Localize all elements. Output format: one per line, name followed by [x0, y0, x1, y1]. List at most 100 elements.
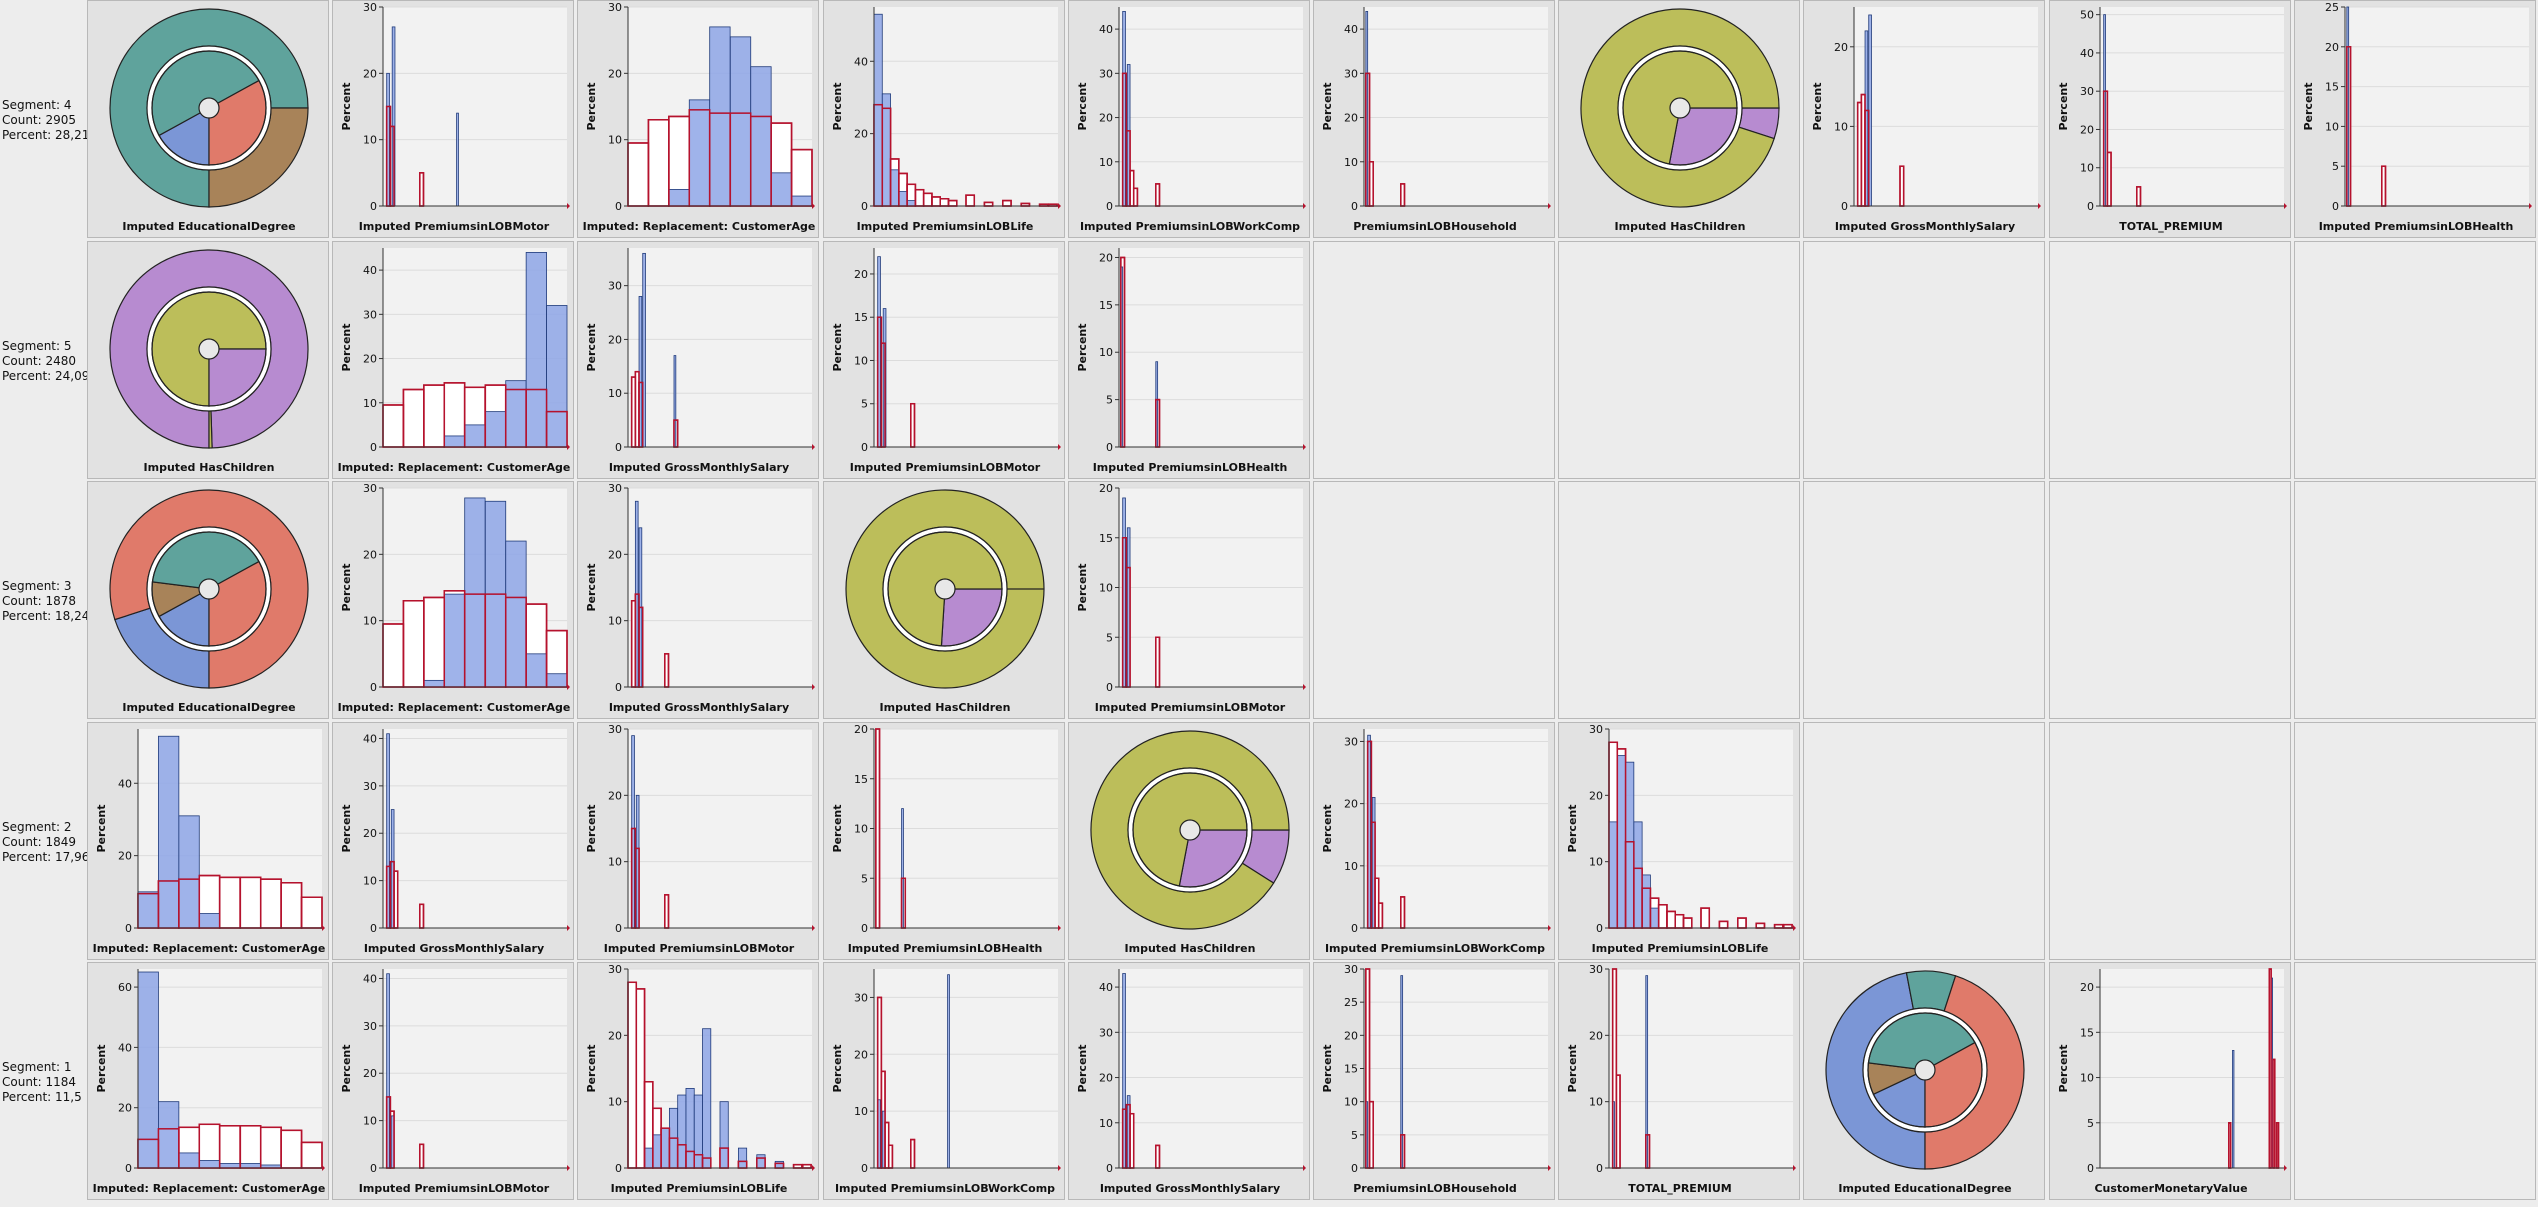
y-tick-label: 0 [1106, 681, 1113, 694]
segment-label-line: Percent: 28,21 [2, 127, 90, 142]
x-axis-end-marker [2529, 203, 2532, 209]
y-tick-label: 10 [363, 397, 377, 410]
histogram-chart: Imputed GrossMonthlySalary 0 10 20 Percent [1811, 7, 2041, 233]
histogram-cell[interactable]: TOTAL_PREMIUM 0 10 20 30 40 50 Percent [2049, 0, 2291, 238]
histogram-cell[interactable]: Imputed GrossMonthlySalary 0 10 20 Percent [1803, 0, 2045, 238]
pie-chart-cell[interactable]: Imputed HasChildren [823, 481, 1065, 719]
segment-label-line: Count: 2905 [2, 112, 77, 127]
histogram-cell[interactable]: Imputed PremiumsinLOBMotor 0 10 20 30 Percent [577, 722, 819, 960]
segment-label-line: Segment: 1 [2, 1059, 72, 1074]
pie-chart-cell[interactable]: Imputed HasChildren [87, 241, 329, 479]
histogram-cell[interactable]: PremiumsinLOBHousehold 0 10 20 30 40 Percent [1313, 0, 1555, 238]
histogram-cell[interactable]: Imputed PremiumsinLOBHealth 0 5 10 15 20 Perce… [1068, 241, 1310, 479]
segment-bar [702, 1028, 712, 1169]
y-tick-label: 10 [608, 134, 622, 147]
pie-center-hole [198, 578, 220, 600]
pie-chart-cell[interactable]: Imputed EducationalDegree [1803, 962, 2045, 1200]
pie-chart-cell[interactable]: Imputed HasChildren [1558, 0, 1800, 238]
pie-chart-cell[interactable]: Imputed HasChildren [1068, 722, 1310, 960]
y-tick-label: 15 [854, 773, 868, 786]
segment-bar [660, 1127, 670, 1169]
segment-bar [484, 411, 507, 448]
pie-center-hole [198, 338, 220, 360]
plot-area [874, 969, 1058, 1168]
histogram-cell[interactable]: Imputed PremiumsinLOBMotor 0 10 20 30 40 Perce… [332, 962, 574, 1200]
histogram-cell[interactable]: Imputed PremiumsinLOBHealth 0 5 10 15 20 Perce… [823, 722, 1065, 960]
overall-bar [931, 196, 941, 207]
histogram-chart: Imputed GrossMonthlySalary 0 10 20 30 Percent [585, 482, 815, 714]
y-tick-label: 20 [363, 827, 377, 840]
segment-bar [456, 112, 459, 207]
empty-cell [1803, 481, 2045, 719]
histogram-cell[interactable]: Imputed: Replacement: CustomerAge 0 10 20 30… [332, 481, 574, 719]
histogram-cell[interactable]: Imputed PremiumsinLOBLife 0 20 40 Percent [823, 0, 1065, 238]
histogram-cell[interactable]: Imputed GrossMonthlySalary 0 10 20 30 40 Perce… [1068, 962, 1310, 1200]
empty-cell [2294, 962, 2536, 1200]
plot-area [2345, 7, 2529, 206]
histogram-chart: Imputed PremiumsinLOBHealth 0 5 10 15 20 Perce… [1076, 248, 1306, 474]
histogram-cell[interactable]: Imputed PremiumsinLOBMotor 0 10 20 30 Percent [332, 0, 574, 238]
histogram-cell[interactable]: Imputed GrossMonthlySalary 0 10 20 30 Percent [577, 241, 819, 479]
field-title: Imputed GrossMonthlySalary [1835, 220, 2015, 233]
field-title: Imputed HasChildren [880, 701, 1011, 714]
histogram-cell[interactable]: Imputed: Replacement: CustomerAge 0 10 20 30… [332, 241, 574, 479]
y-tick-label: 30 [608, 963, 622, 976]
overall-bar [218, 876, 241, 929]
segment-bar [668, 189, 690, 207]
y-axis-title: Percent [1566, 804, 1579, 852]
histogram-cell[interactable]: CustomerMonetaryValue 0 5 10 15 20 Percent [2049, 962, 2291, 1200]
field-title: Imputed EducationalDegree [122, 701, 295, 714]
pie-chart-cell[interactable]: Imputed EducationalDegree [87, 481, 329, 719]
segment-bar [525, 252, 547, 448]
y-tick-label: 15 [1344, 1063, 1358, 1076]
y-tick-label: 10 [363, 1115, 377, 1128]
histogram-chart: Imputed PremiumsinLOBHealth 0 5 10 15 20 Perce… [831, 723, 1061, 955]
histogram-cell[interactable]: Imputed PremiumsinLOBLife 0 10 20 30 Percent [1558, 722, 1800, 960]
histogram-cell[interactable]: Imputed: Replacement: CustomerAge 0 10 20 30… [577, 0, 819, 238]
y-tick-label: 40 [1099, 23, 1113, 36]
histogram-cell[interactable]: Imputed: Replacement: CustomerAge 0 20 40 60… [87, 962, 329, 1200]
y-axis-title: Percent [340, 82, 353, 130]
y-axis-title: Percent [340, 804, 353, 852]
histogram-cell[interactable]: Imputed: Replacement: CustomerAge 0 20 40 Pe… [87, 722, 329, 960]
histogram-cell[interactable]: Imputed PremiumsinLOBMotor 0 5 10 15 20 Percen… [823, 241, 1065, 479]
histogram-cell[interactable]: TOTAL_PREMIUM 0 10 20 30 Percent [1558, 962, 1800, 1200]
segment-label-line: Percent: 11,5 [2, 1089, 82, 1104]
y-tick-label: 40 [118, 1041, 132, 1054]
y-tick-label: 30 [608, 280, 622, 293]
segment-row: Segment: 1 Count: 1184 Percent: 11,5 Impute… [0, 962, 2538, 1202]
histogram-cell[interactable]: Imputed GrossMonthlySalary 0 10 20 30 40 Perce… [332, 722, 574, 960]
overall-bar [402, 388, 425, 448]
histogram-cell[interactable]: Imputed GrossMonthlySalary 0 10 20 30 Percent [577, 481, 819, 719]
histogram-cell[interactable]: Imputed PremiumsinLOBMotor 0 5 10 15 20 Percen… [1068, 481, 1310, 719]
histogram-cell[interactable]: Imputed PremiumsinLOBWorkComp 0 10 20 30 Perc… [1313, 722, 1555, 960]
histogram-chart: Imputed PremiumsinLOBLife 0 10 20 30 Percent [1566, 723, 1796, 955]
empty-cell [2294, 241, 2536, 479]
y-tick-label: 20 [854, 268, 868, 281]
y-tick-label: 0 [2087, 200, 2094, 213]
y-tick-label: 0 [615, 681, 622, 694]
y-tick-label: 40 [1344, 23, 1358, 36]
empty-cell [2049, 722, 2291, 960]
field-title: Imputed: Replacement: CustomerAge [583, 220, 816, 233]
field-title: Imputed PremiumsinLOBMotor [1095, 701, 1286, 714]
histogram-cell[interactable]: Imputed PremiumsinLOBHealth 0 5 10 15 20 25 Per… [2294, 0, 2536, 238]
pie-outer-slice [208, 410, 213, 449]
segment-label-line: Percent: 17,96 [2, 849, 90, 864]
histogram-cell[interactable]: PremiumsinLOBHousehold 0 5 10 15 20 25 30 Percen… [1313, 962, 1555, 1200]
field-title: PremiumsinLOBHousehold [1353, 220, 1517, 233]
histogram-cell[interactable]: Imputed PremiumsinLOBWorkComp 0 10 20 30 40 Pe… [1068, 0, 1310, 238]
pie-chart-cell[interactable]: Imputed EducationalDegree [87, 0, 329, 238]
x-axis-end-marker [812, 684, 815, 690]
field-title: CustomerMonetaryValue [2094, 1182, 2247, 1195]
y-tick-label: 30 [363, 482, 377, 495]
segment-bar [652, 1134, 662, 1169]
y-tick-label: 25 [1344, 996, 1358, 1009]
pie-chart: Imputed EducationalDegree [109, 489, 309, 714]
segment-label-line: Count: 1184 [2, 1074, 77, 1089]
overall-bar [382, 623, 405, 688]
empty-cell [1558, 481, 1800, 719]
segment-label-line: Count: 1849 [2, 834, 77, 849]
histogram-cell[interactable]: Imputed PremiumsinLOBLife 0 10 20 30 Percent [577, 962, 819, 1200]
histogram-cell[interactable]: Imputed PremiumsinLOBWorkComp 0 10 20 30 Perc… [823, 962, 1065, 1200]
